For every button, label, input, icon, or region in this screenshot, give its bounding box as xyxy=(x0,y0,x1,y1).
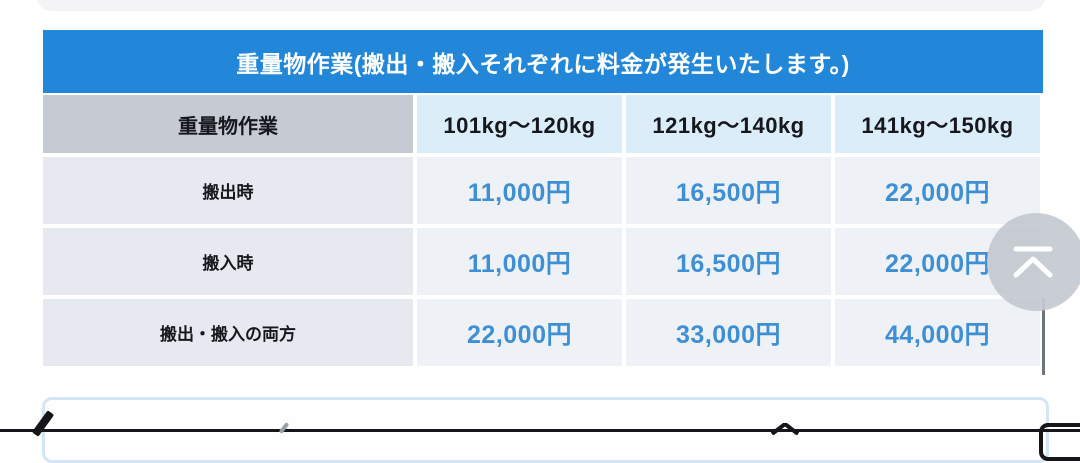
arrow-to-top-icon xyxy=(1010,244,1062,280)
column-header-121-140kg: 121kg〜140kg xyxy=(626,95,831,153)
price-cell: 22,000円 xyxy=(417,299,622,366)
previous-card-bottom-edge xyxy=(37,0,1045,11)
row-label-carry-out: 搬出時 xyxy=(43,157,413,224)
row-label-carry-in: 搬入時 xyxy=(43,228,413,295)
price-cell: 33,000円 xyxy=(626,299,831,366)
heavy-item-pricing-panel: 重量物作業(搬出・搬入それぞれに料金が発生いたします。) 重量物作業 101kg… xyxy=(43,30,1043,366)
bottom-fragment-caret xyxy=(770,422,800,440)
price-cell: 44,000円 xyxy=(835,299,1040,366)
column-header-141-150kg: 141kg〜150kg xyxy=(835,95,1040,153)
price-cell: 16,500円 xyxy=(626,157,831,224)
table-corner-header: 重量物作業 xyxy=(43,95,413,153)
panel-header: 重量物作業(搬出・搬入それぞれに料金が発生いたします。) xyxy=(43,30,1043,93)
panel-title: 重量物作業(搬出・搬入それぞれに料金が発生いたします。) xyxy=(236,50,850,77)
price-cell: 11,000円 xyxy=(417,228,622,295)
bottom-edge-line xyxy=(0,429,1080,432)
scroll-to-top-button[interactable] xyxy=(987,213,1080,311)
price-cell: 22,000円 xyxy=(835,157,1040,224)
bottom-fragment-rect xyxy=(1039,423,1080,461)
row-label-both: 搬出・搬入の両方 xyxy=(43,299,413,366)
price-cell: 16,500円 xyxy=(626,228,831,295)
price-cell: 11,000円 xyxy=(417,157,622,224)
scroll-indicator[interactable] xyxy=(1042,298,1045,375)
pricing-table: 重量物作業 101kg〜120kg 121kg〜140kg 141kg〜150k… xyxy=(43,95,1043,366)
column-header-101-120kg: 101kg〜120kg xyxy=(417,95,622,153)
